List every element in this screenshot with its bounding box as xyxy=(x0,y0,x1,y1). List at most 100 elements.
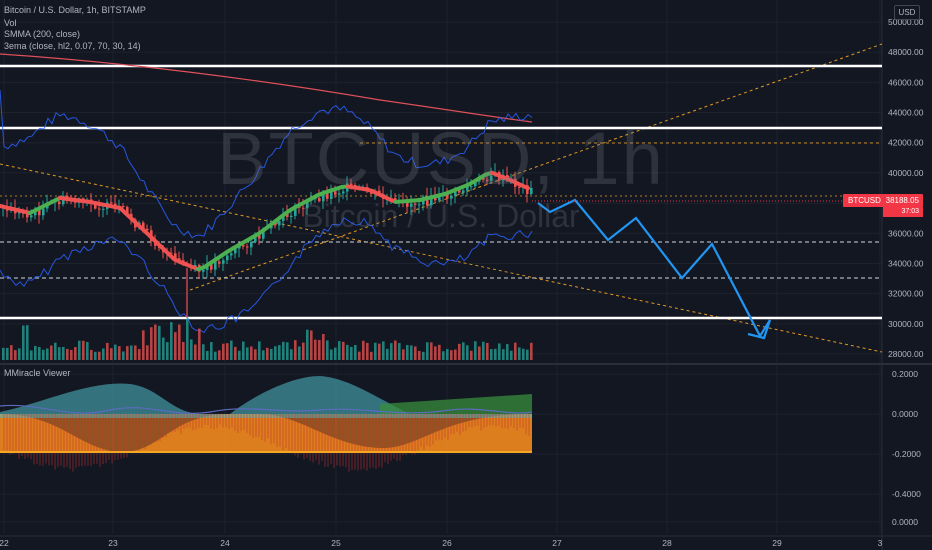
volume-bar xyxy=(370,351,373,360)
candle-body xyxy=(230,253,233,256)
projected-arrowhead xyxy=(747,319,772,340)
price-label: 44000.00 xyxy=(888,108,924,118)
candle-body xyxy=(290,215,293,218)
volume-bar xyxy=(486,342,489,360)
time-label: 29 xyxy=(772,538,782,548)
candle-body xyxy=(122,206,125,208)
volume-bar xyxy=(14,350,17,360)
3ema-legend[interactable]: 3ema (close, hl2, 0.07, 70, 30, 14) xyxy=(4,41,141,51)
volume-bar xyxy=(330,349,333,360)
volume-bar xyxy=(378,343,381,360)
volume-bar xyxy=(46,348,49,360)
price-label: 42000.00 xyxy=(888,138,924,148)
volume-bar xyxy=(326,340,329,360)
lower-envelope-line xyxy=(0,217,533,334)
volume-bar xyxy=(498,343,501,360)
symbol-legend[interactable]: Bitcoin / U.S. Dollar, 1h, BITSTAMP xyxy=(4,5,146,15)
volume-bar xyxy=(530,342,533,360)
volume-bar xyxy=(510,350,513,360)
volume-bar xyxy=(206,350,209,360)
candle-body xyxy=(246,246,249,248)
candle-body xyxy=(142,222,145,229)
volume-bar xyxy=(110,348,113,360)
volume-bars xyxy=(2,318,533,360)
volume-bar xyxy=(258,341,261,360)
volume-bar xyxy=(522,348,525,360)
smma-line xyxy=(0,53,533,123)
volume-bar xyxy=(506,344,509,360)
bar-countdown: 37:03 xyxy=(883,207,923,217)
volume-bar xyxy=(346,344,349,360)
current-price-value: 38188.05 xyxy=(885,196,919,205)
volume-bar xyxy=(118,346,121,360)
volume-bar xyxy=(466,345,469,360)
candle-body xyxy=(518,186,521,188)
volume-legend[interactable]: Vol xyxy=(4,18,17,28)
time-label: 3 xyxy=(878,538,883,548)
candle-body xyxy=(146,228,149,231)
volume-bar xyxy=(194,344,197,360)
candle-body xyxy=(454,189,457,196)
volume-bar xyxy=(286,342,289,360)
time-label: 28 xyxy=(662,538,672,548)
candle-body xyxy=(170,252,173,254)
candle-body xyxy=(226,255,229,261)
volume-bar xyxy=(398,343,401,360)
volume-bar xyxy=(470,350,473,360)
volume-bar xyxy=(170,322,173,360)
price-label: 34000.00 xyxy=(888,258,924,268)
volume-bar xyxy=(50,345,53,360)
volume-bar xyxy=(354,345,357,360)
volume-bar xyxy=(214,351,217,360)
volume-bar xyxy=(318,339,321,360)
volume-bar xyxy=(162,337,165,360)
volume-bar xyxy=(358,351,361,360)
current-price-symbol: BTCUSD xyxy=(848,196,881,205)
volume-bar xyxy=(70,349,73,360)
candle-body xyxy=(482,177,485,180)
volume-bar xyxy=(266,347,269,360)
volume-bar xyxy=(78,340,81,360)
candle-body xyxy=(430,195,433,206)
candle-body xyxy=(330,191,333,199)
volume-bar xyxy=(6,347,9,360)
projected-path xyxy=(537,198,771,339)
volume-bar xyxy=(106,342,109,360)
volume-bar xyxy=(282,341,285,360)
volume-bar xyxy=(390,343,393,360)
volume-bar xyxy=(474,341,477,360)
price-label: 40000.00 xyxy=(888,168,924,178)
candle-body xyxy=(342,191,345,194)
candle-body xyxy=(414,203,417,205)
candle-body xyxy=(470,186,473,188)
candle-body xyxy=(214,261,217,270)
volume-bar xyxy=(414,346,417,360)
indicator-title[interactable]: MMiracle Viewer xyxy=(4,368,71,378)
candle-body xyxy=(74,201,77,203)
grid-lines xyxy=(0,0,882,534)
candle-body xyxy=(102,208,105,210)
volume-bar xyxy=(374,342,377,360)
volume-bar xyxy=(478,346,481,360)
time-label: 25 xyxy=(331,538,341,548)
volume-bar xyxy=(322,333,325,360)
smma-legend[interactable]: SMMA (200, close) xyxy=(4,29,81,39)
candles xyxy=(2,163,533,318)
currency-button[interactable]: USD xyxy=(894,5,920,20)
volume-bar xyxy=(386,348,389,360)
volume-bar xyxy=(430,342,433,360)
volume-bar xyxy=(434,346,437,360)
candle-body xyxy=(210,263,213,270)
descending-trendline xyxy=(0,163,883,353)
volume-bar xyxy=(402,349,405,360)
volume-bar xyxy=(150,327,153,360)
candle-body xyxy=(306,200,309,209)
price-label: 32000.00 xyxy=(888,289,924,299)
candle-body xyxy=(250,242,253,248)
indicator-label: -0.4000 xyxy=(892,489,921,499)
candle-body xyxy=(42,208,45,216)
volume-bar xyxy=(410,345,413,360)
volume-bar xyxy=(66,348,69,360)
volume-bar xyxy=(366,342,369,360)
